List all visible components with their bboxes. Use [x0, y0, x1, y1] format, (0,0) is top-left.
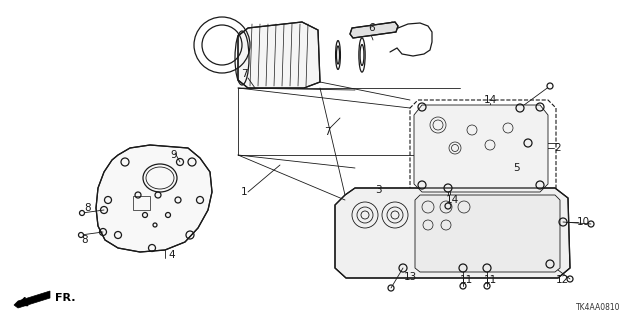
Text: 3: 3 [374, 185, 381, 195]
Text: 10: 10 [577, 217, 589, 227]
Text: 8: 8 [82, 235, 88, 245]
Text: 14: 14 [483, 95, 497, 105]
Polygon shape [414, 105, 548, 192]
Text: 7: 7 [324, 127, 330, 137]
Text: 11: 11 [460, 275, 472, 285]
Polygon shape [14, 291, 50, 308]
Text: 14: 14 [445, 195, 459, 205]
Text: TK4AA0810: TK4AA0810 [575, 303, 620, 312]
Text: 4: 4 [169, 250, 175, 260]
Text: 1: 1 [241, 187, 247, 197]
Polygon shape [415, 195, 560, 272]
Text: 8: 8 [84, 203, 92, 213]
Text: 5: 5 [513, 163, 519, 173]
Text: FR.: FR. [55, 293, 76, 303]
Circle shape [79, 211, 84, 215]
Text: 2: 2 [555, 143, 561, 153]
Polygon shape [238, 22, 320, 88]
Text: 9: 9 [171, 150, 177, 160]
Text: 12: 12 [556, 275, 568, 285]
Text: 7: 7 [241, 69, 247, 79]
Text: 6: 6 [369, 23, 375, 33]
Circle shape [547, 83, 553, 89]
Text: 13: 13 [403, 272, 417, 282]
Text: 11: 11 [483, 275, 497, 285]
Circle shape [79, 233, 83, 237]
Polygon shape [350, 22, 398, 38]
Polygon shape [335, 188, 570, 278]
Polygon shape [96, 145, 212, 252]
